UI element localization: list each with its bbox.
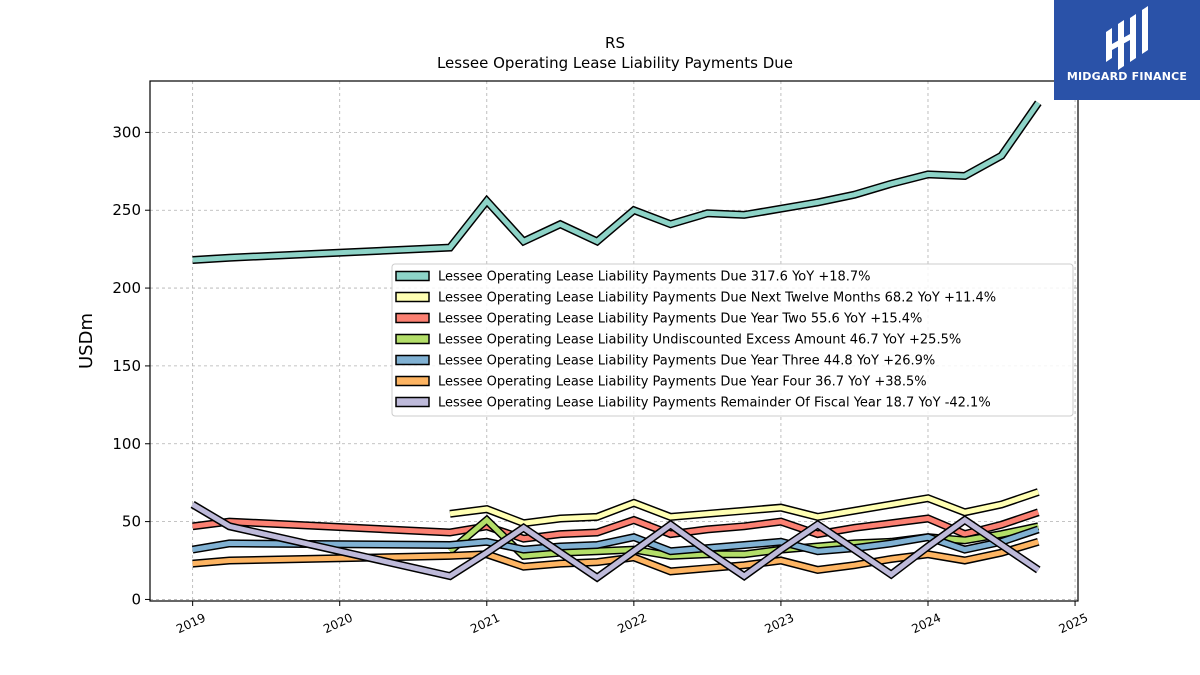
series-layer [190,100,1042,583]
x-tick-label: 2020 [321,611,355,637]
legend-swatch [395,270,430,282]
x-tick-label: 2022 [615,611,649,637]
legend-swatch [395,291,430,303]
logo-text: MIDGARD FINANCE [1066,70,1188,83]
legend-box [391,263,1074,417]
x-tick-label: 2023 [762,611,796,637]
series-outline [192,100,1042,264]
chart-subtitle: Lessee Operating Lease Liability Payment… [437,54,793,72]
y-tick-label: 300 [112,123,141,141]
y-tick-label: 50 [122,513,141,531]
y-tick-label: 250 [112,201,141,219]
legend-label: Lessee Operating Lease Liability Payment… [438,375,927,390]
y-axis-label: USDm [76,313,97,369]
x-tick-label: 2021 [468,611,502,637]
legend-label: Lessee Operating Lease Liability Payment… [438,396,991,411]
series-line-2 [449,489,1040,526]
legend-label: Lessee Operating Lease Liability Undisco… [438,333,961,348]
y-tick-label: 200 [112,279,141,297]
legend-swatch [395,333,430,345]
legend-label: Lessee Operating Lease Liability Payment… [438,312,922,327]
series-line-7 [191,502,1040,581]
legend-swatch [395,354,430,366]
y-tick-label: 0 [131,590,141,608]
plot-frame [149,80,1079,602]
y-tick-label: 100 [112,435,141,453]
series-line-3 [192,509,1040,542]
legend-label: Lessee Operating Lease Liability Payment… [438,291,996,306]
legend-label: Lessee Operating Lease Liability Payment… [438,270,871,285]
x-tick-label: 2019 [174,611,208,637]
chart-title: RS [605,34,625,52]
logo-mark-icon [1106,6,1148,70]
legend-swatch [395,312,430,324]
y-tick-label: 150 [112,357,141,375]
legend: Lessee Operating Lease Liability Payment… [391,263,1074,417]
brand-logo: MIDGARD FINANCE [1054,0,1200,100]
legend-label: Lessee Operating Lease Liability Payment… [438,354,935,369]
x-tick-label: 2024 [909,611,943,637]
x-tick-label: 2025 [1057,611,1091,637]
series-line-1 [192,101,1041,263]
legend-swatch [395,396,430,408]
legend-swatch [395,375,430,387]
